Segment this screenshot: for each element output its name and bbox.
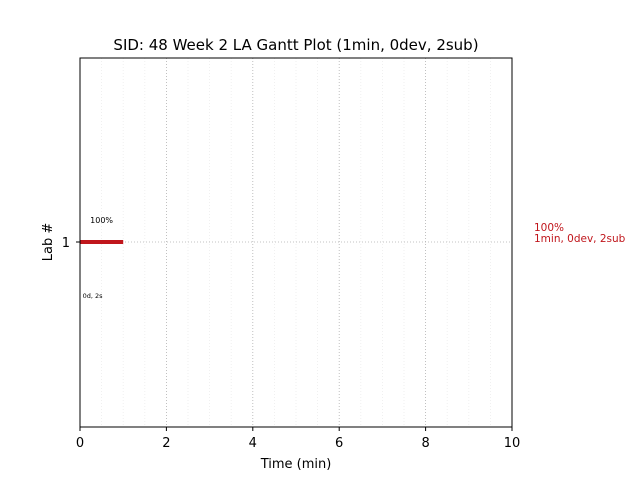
- y-axis-label: Lab #: [41, 223, 56, 262]
- y-tick-label: 1: [62, 236, 70, 251]
- major-grid: [80, 58, 512, 427]
- side-annotation-summary: 1min, 0dev, 2sub: [534, 233, 626, 245]
- chart-title: SID: 48 Week 2 LA Gantt Plot (1min, 0dev…: [113, 36, 478, 54]
- x-tick-label: 0: [76, 436, 84, 451]
- side-annotation-percent: 100%: [534, 222, 564, 234]
- x-tick-label: 8: [421, 436, 429, 451]
- x-tick-label: 4: [249, 436, 257, 451]
- y-axis-ticks: 1: [62, 236, 80, 251]
- bars: 100% 0d, 2s: [80, 216, 124, 300]
- x-axis-ticks: 0 2 4 6 8 10: [76, 427, 520, 451]
- x-tick-label: 2: [162, 436, 170, 451]
- x-tick-label: 6: [335, 436, 343, 451]
- x-tick-label: 10: [504, 436, 521, 451]
- bar-percent-label: 100%: [90, 216, 113, 225]
- x-axis-label: Time (min): [260, 457, 332, 472]
- bar-detail-label: 0d, 2s: [83, 292, 104, 300]
